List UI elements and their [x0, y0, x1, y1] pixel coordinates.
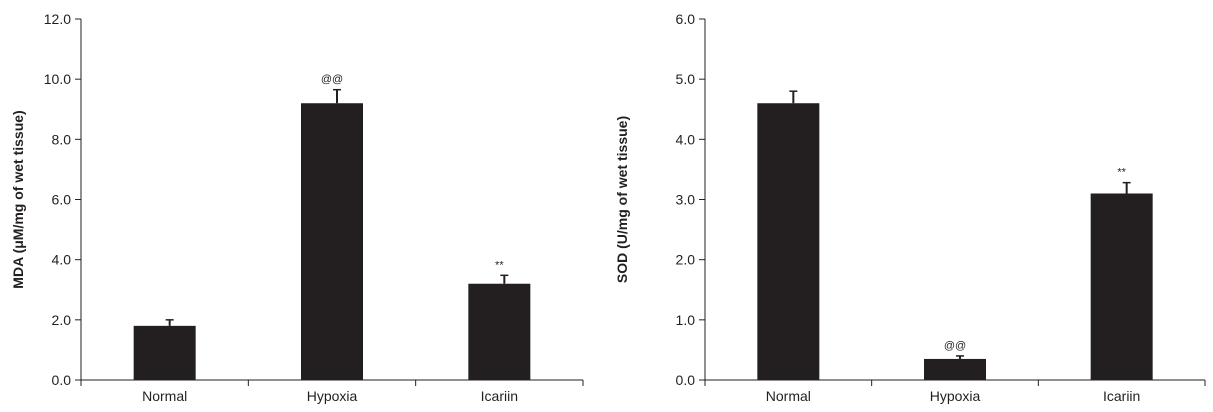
mda-significance-icariin: **	[495, 259, 504, 271]
mda-bar-hypoxia	[301, 103, 363, 380]
mda-y-tick-label: 4.0	[52, 252, 72, 268]
mda-y-tick-label: 12.0	[44, 11, 71, 27]
sod-y-tick-label: 3.0	[676, 192, 696, 208]
mda-bar-chart: 0.0 2.0 4.0 6.0 8.0 10.0 12.0 Normal @@ Hypoxia **…	[10, 11, 584, 404]
sod-y-tick-label: 5.0	[676, 71, 696, 87]
mda-y-tick-label: 10.0	[44, 71, 71, 87]
sod-significance-icariin: **	[1117, 167, 1126, 179]
sod-y-tick-label: 1.0	[676, 312, 696, 328]
sod-category-label-normal: Normal	[766, 388, 811, 404]
sod-y-axis-title: SOD (U/mg of wet tissue)	[614, 116, 630, 283]
sod-category-label-hypoxia: Hypoxia	[930, 388, 981, 404]
mda-category-label-hypoxia: Hypoxia	[307, 388, 358, 404]
mda-y-tick-label: 2.0	[52, 312, 72, 328]
sod-bar-icariin	[1090, 193, 1153, 380]
sod-y-tick-label: 4.0	[676, 131, 696, 147]
sod-bar-normal	[757, 103, 820, 380]
sod-bar-hypoxia	[924, 358, 986, 380]
sod-bar-chart: 0.0 1.0 2.0 3.0 4.0 5.0 6.0 Normal @@ Hypoxia ** Ic…	[614, 11, 1206, 404]
mda-y-tick-label: 8.0	[52, 131, 72, 147]
mda-bar-icariin	[468, 283, 531, 380]
mda-category-label-icariin: Icariin	[481, 388, 518, 404]
mda-y-tick-label: 0.0	[52, 372, 72, 388]
sod-category-label-icariin: Icariin	[1103, 388, 1140, 404]
mda-category-label-normal: Normal	[142, 388, 187, 404]
sod-y-tick-label: 6.0	[676, 11, 696, 27]
sod-y-tick-label: 0.0	[676, 372, 696, 388]
mda-bar-normal	[133, 325, 196, 380]
sod-chart-panel: 0.0 1.0 2.0 3.0 4.0 5.0 6.0 Normal @@ Hypoxia ** Ic…	[606, 0, 1213, 407]
sod-significance-hypoxia: @@	[944, 340, 966, 352]
mda-y-axis-title: MDA (μM/mg of wet tissue)	[10, 110, 26, 288]
mda-y-tick-label: 6.0	[52, 192, 72, 208]
mda-chart-panel: 0.0 2.0 4.0 6.0 8.0 10.0 12.0 Normal @@ Hypoxia **…	[0, 0, 606, 407]
mda-significance-hypoxia: @@	[321, 74, 343, 86]
sod-y-tick-label: 2.0	[676, 252, 696, 268]
